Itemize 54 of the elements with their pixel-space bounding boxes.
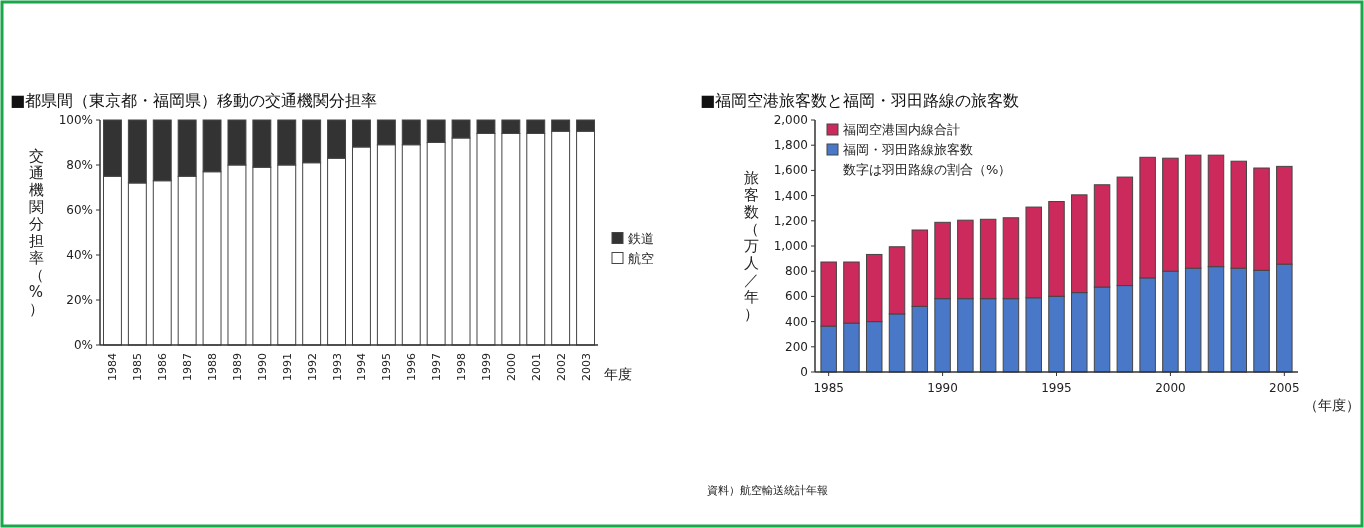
- x-axis-title: 年度: [604, 366, 632, 382]
- x-tick-label: 1992: [305, 353, 319, 381]
- legend-label: 鉄道: [628, 230, 654, 246]
- x-tick-label: 1997: [430, 353, 444, 381]
- x-tick-label: 1998: [455, 353, 469, 381]
- x-tick-label: 1989: [230, 353, 244, 381]
- text: 旅客数（万人／年）: [743, 169, 759, 323]
- x-tick-label: 2001: [529, 353, 543, 381]
- x-tick-label: 1985: [131, 353, 145, 381]
- y-tick-label: 200: [785, 339, 808, 354]
- y-tick-label: 80%: [66, 158, 93, 172]
- x-tick-label: 1990: [255, 353, 269, 381]
- legend-label: 福岡空港国内線合計: [843, 122, 960, 137]
- text: 資料）航空輸送統計年報: [707, 484, 828, 497]
- x-tick-label: 1995: [380, 353, 394, 381]
- legend-label: 航空: [628, 250, 654, 266]
- x-tick-label: 1990: [927, 381, 958, 395]
- y-tick-label: 1,000: [773, 239, 808, 253]
- x-tick-label: 2000: [1155, 381, 1186, 395]
- y-tick-label: 0%: [73, 338, 93, 352]
- y-tick-label: 1,600: [773, 163, 808, 178]
- y-tick-label: 0: [800, 365, 808, 379]
- x-tick-label: 2002: [554, 353, 568, 381]
- y-tick-label: 1,200: [773, 213, 808, 228]
- x-tick-label: 1991: [280, 353, 294, 381]
- y-tick-label: 100%: [58, 113, 93, 127]
- x-tick-label: 1985: [813, 381, 844, 395]
- y-tick-label: 1,400: [773, 188, 808, 203]
- y-tick-label: 40%: [66, 248, 93, 262]
- y-tick-label: 400: [785, 314, 808, 329]
- x-tick-label: 1994: [355, 353, 369, 381]
- x-tick-label: 1996: [405, 353, 419, 381]
- x-tick-label: 1988: [206, 353, 220, 381]
- x-tick-label: 2000: [504, 353, 518, 381]
- x-tick-label: 1984: [106, 353, 120, 381]
- x-tick-label: 1987: [181, 353, 195, 381]
- x-tick-label: 1986: [156, 353, 170, 381]
- x-tick-label: 1995: [1041, 381, 1072, 395]
- y-tick-label: 20%: [66, 293, 93, 307]
- annotation: 数字は羽田路線の割合（%）: [843, 162, 1012, 177]
- y-tick-label: 800: [785, 264, 808, 279]
- y-tick-label: 2,000: [773, 113, 808, 127]
- x-axis-title: （年度）: [1304, 397, 1360, 413]
- text: 交通機関分担率（%）: [28, 147, 44, 318]
- x-tick-label: 2003: [579, 353, 593, 381]
- chart-title: ■都県間（東京都・福岡県）移動の交通機関分担率: [10, 91, 378, 110]
- legend-label: 福岡・羽田路線旅客数: [843, 142, 973, 157]
- y-tick-label: 600: [785, 289, 808, 304]
- y-tick-label: 60%: [66, 203, 93, 217]
- x-tick-label: 1993: [330, 353, 344, 381]
- chart-title: ■福岡空港旅客数と福岡・羽田路線の旅客数: [700, 91, 1020, 110]
- y-tick-label: 1,800: [773, 138, 808, 153]
- x-tick-label: 1999: [479, 353, 493, 381]
- x-tick-label: 2005: [1269, 381, 1300, 395]
